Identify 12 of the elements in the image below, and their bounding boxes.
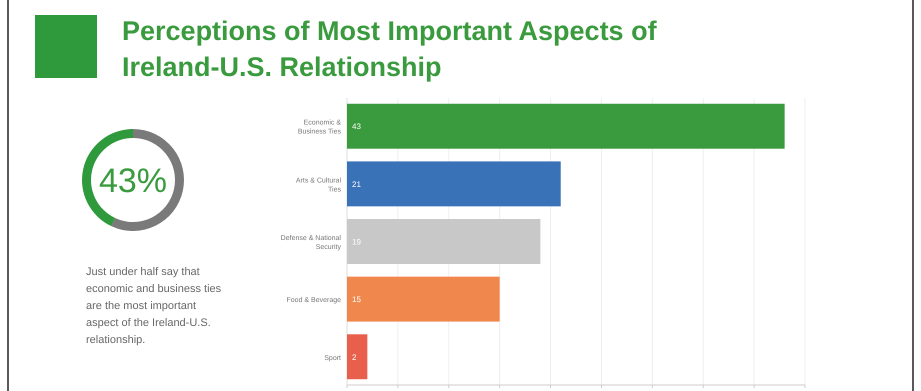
bar: [347, 219, 540, 264]
bar: [347, 334, 368, 380]
text: Perceptions of Most Important Aspects of Ireland-U.S. Relationship: [122, 16, 658, 82]
bar: [347, 161, 561, 206]
text: 43%: [98, 162, 168, 200]
data-label: 21: [352, 180, 362, 189]
data-label: 43: [352, 122, 362, 132]
text: Just under half say that economic and business ties are the most important aspect of the Ireland-U.S. relationship.: [86, 266, 222, 346]
data-label: 15: [352, 295, 362, 304]
bar: [347, 104, 785, 149]
bar: [347, 276, 500, 322]
data-label: 2: [352, 352, 357, 362]
